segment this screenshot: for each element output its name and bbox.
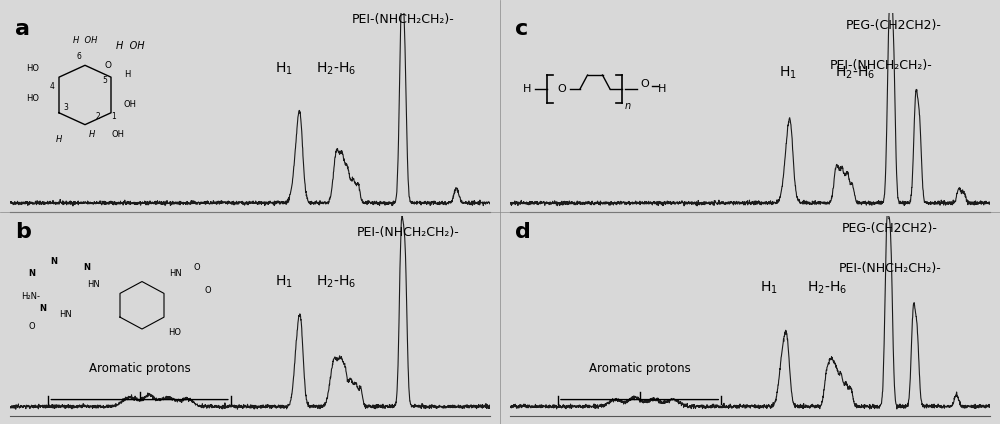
- Text: H: H: [124, 70, 130, 79]
- Text: Aromatic protons: Aromatic protons: [89, 362, 190, 375]
- Text: H  OH: H OH: [73, 36, 97, 45]
- Text: N: N: [50, 257, 58, 266]
- Text: N: N: [84, 262, 90, 272]
- Text: O: O: [640, 79, 649, 89]
- Text: HO: HO: [26, 94, 40, 103]
- Text: Aromatic protons: Aromatic protons: [589, 362, 690, 375]
- Text: PEI-(NHCH₂CH₂)-: PEI-(NHCH₂CH₂)-: [352, 13, 455, 26]
- Text: OH: OH: [124, 100, 137, 109]
- Text: $\mathregular{H_1}$: $\mathregular{H_1}$: [760, 280, 778, 296]
- Text: H₂N-: H₂N-: [21, 292, 40, 301]
- Text: PEI-(NHCH₂CH₂)-: PEI-(NHCH₂CH₂)-: [839, 262, 942, 275]
- Text: $\mathregular{H_1}$: $\mathregular{H_1}$: [779, 64, 797, 81]
- Text: PEI-(NHCH₂CH₂)-: PEI-(NHCH₂CH₂)-: [357, 226, 460, 239]
- Text: c: c: [515, 19, 528, 39]
- Text: $\mathregular{H_2}$-$\mathregular{H_6}$: $\mathregular{H_2}$-$\mathregular{H_6}$: [835, 64, 876, 81]
- Text: 2: 2: [96, 112, 100, 121]
- Text: N: N: [28, 268, 36, 278]
- Text: HN: HN: [59, 310, 71, 319]
- Text: OH: OH: [111, 129, 124, 139]
- Text: H  OH: H OH: [116, 41, 144, 50]
- Text: H: H: [56, 135, 62, 145]
- Text: HO: HO: [168, 328, 182, 337]
- Text: HO: HO: [26, 64, 40, 73]
- Text: n: n: [625, 101, 631, 111]
- Text: d: d: [515, 222, 531, 242]
- Text: HN: HN: [169, 268, 181, 278]
- Text: $\mathregular{H_2}$-$\mathregular{H_6}$: $\mathregular{H_2}$-$\mathregular{H_6}$: [316, 274, 357, 290]
- Text: PEG-(CH2CH2)-: PEG-(CH2CH2)-: [841, 222, 937, 235]
- Text: HN: HN: [87, 280, 100, 290]
- Text: b: b: [15, 222, 31, 242]
- Text: $\mathregular{H_2}$-$\mathregular{H_6}$: $\mathregular{H_2}$-$\mathregular{H_6}$: [316, 61, 357, 77]
- Text: 1: 1: [111, 112, 116, 121]
- Text: O: O: [558, 84, 566, 94]
- Text: a: a: [15, 19, 30, 39]
- Text: $\mathregular{H_1}$: $\mathregular{H_1}$: [275, 274, 293, 290]
- Text: O: O: [194, 262, 200, 272]
- Text: H: H: [88, 129, 95, 139]
- Text: PEI-(NHCH₂CH₂)-: PEI-(NHCH₂CH₂)-: [830, 59, 932, 72]
- Text: 4: 4: [50, 82, 55, 91]
- Text: 3: 3: [63, 103, 68, 112]
- Text: PEG-(CH2CH2)-: PEG-(CH2CH2)-: [846, 19, 942, 32]
- Text: O: O: [105, 61, 112, 70]
- Text: O: O: [29, 322, 35, 331]
- Text: N: N: [40, 304, 46, 313]
- Text: $\mathregular{H_1}$: $\mathregular{H_1}$: [275, 61, 293, 77]
- Text: H: H: [658, 84, 667, 94]
- Text: $\mathregular{H_2}$-$\mathregular{H_6}$: $\mathregular{H_2}$-$\mathregular{H_6}$: [807, 280, 847, 296]
- Text: H: H: [523, 84, 532, 94]
- Text: O: O: [205, 286, 211, 296]
- Text: 6: 6: [76, 52, 81, 61]
- Text: 5: 5: [102, 76, 107, 85]
